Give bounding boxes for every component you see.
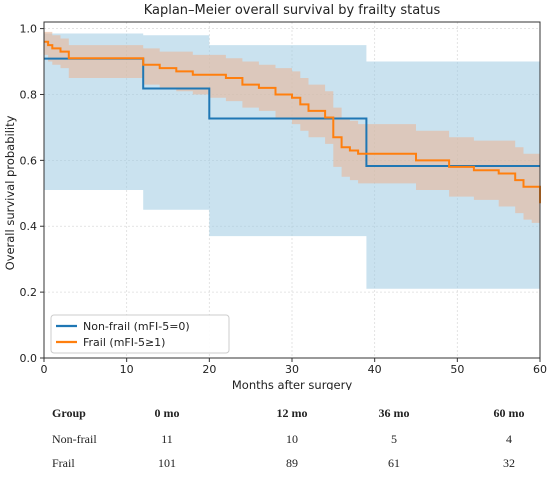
risk-cell-0mo: 101 bbox=[158, 456, 176, 470]
risk-cell-0mo: 11 bbox=[161, 432, 173, 446]
y-tick-label: 0.6 bbox=[20, 154, 38, 167]
risk-cell-36mo: 5 bbox=[391, 432, 397, 446]
risk-row-frail: Frail 101 89 61 32 bbox=[0, 456, 550, 478]
x-tick-label: 40 bbox=[368, 363, 382, 376]
risk-cell-36mo: 61 bbox=[388, 456, 400, 470]
ci-band-frail bbox=[44, 31, 540, 237]
ci-band-nonfrail bbox=[44, 33, 540, 289]
risk-cell-12mo: 89 bbox=[286, 456, 298, 470]
y-tick-label: 0.0 bbox=[20, 352, 38, 365]
x-tick-label: 50 bbox=[450, 363, 464, 376]
y-tick-label: 0.4 bbox=[20, 220, 38, 233]
risk-table-header: Group 0 mo 12 mo 36 mo 60 mo bbox=[0, 406, 550, 428]
legend-label-frail: Frail (mFI-5≥1) bbox=[83, 336, 165, 349]
x-tick-label: 30 bbox=[285, 363, 299, 376]
x-tick-label: 60 bbox=[533, 363, 547, 376]
chart-title: Kaplan–Meier overall survival by frailty… bbox=[144, 3, 441, 18]
x-axis-label: Months after surgery bbox=[232, 378, 352, 390]
plot-area: 0 10 20 30 40 50 60 0.0 0.2 0.4 0.6 0.8 1.0 bbox=[20, 21, 547, 376]
legend: Non-frail (mFI-5=0) Frail (mFI-5≥1) bbox=[50, 314, 230, 354]
legend-label-nonfrail: Non-frail (mFI-5=0) bbox=[83, 320, 190, 333]
x-tick-label: 10 bbox=[120, 363, 134, 376]
y-tick-label: 1.0 bbox=[20, 23, 38, 36]
risk-cell-60mo: 4 bbox=[506, 432, 512, 446]
risk-table: Group 0 mo 12 mo 36 mo 60 mo Non-frail 1… bbox=[0, 398, 550, 474]
km-survival-chart: Kaplan–Meier overall survival by frailty… bbox=[3, 3, 547, 390]
risk-header-36mo: 36 mo bbox=[378, 406, 410, 420]
series-line-frail bbox=[44, 40, 541, 204]
risk-header-0mo: 0 mo bbox=[154, 406, 180, 420]
risk-row-nonfrail: Non-frail 11 10 5 4 bbox=[0, 432, 550, 454]
risk-header-60mo: 60 mo bbox=[493, 406, 525, 420]
risk-cell-group: Frail bbox=[52, 456, 75, 470]
risk-header-group: Group bbox=[52, 406, 86, 420]
y-tick-label: 0.8 bbox=[20, 88, 38, 101]
x-tick-label: 0 bbox=[41, 363, 48, 376]
y-axis-label: Overall survival probability bbox=[3, 115, 17, 270]
x-tick-label: 20 bbox=[202, 363, 216, 376]
risk-header-12mo: 12 mo bbox=[276, 406, 308, 420]
y-tick-label: 0.2 bbox=[20, 286, 38, 299]
legend-box bbox=[50, 314, 230, 354]
risk-cell-group: Non-frail bbox=[52, 432, 97, 446]
risk-cell-60mo: 32 bbox=[503, 456, 515, 470]
risk-cell-12mo: 10 bbox=[286, 432, 298, 446]
